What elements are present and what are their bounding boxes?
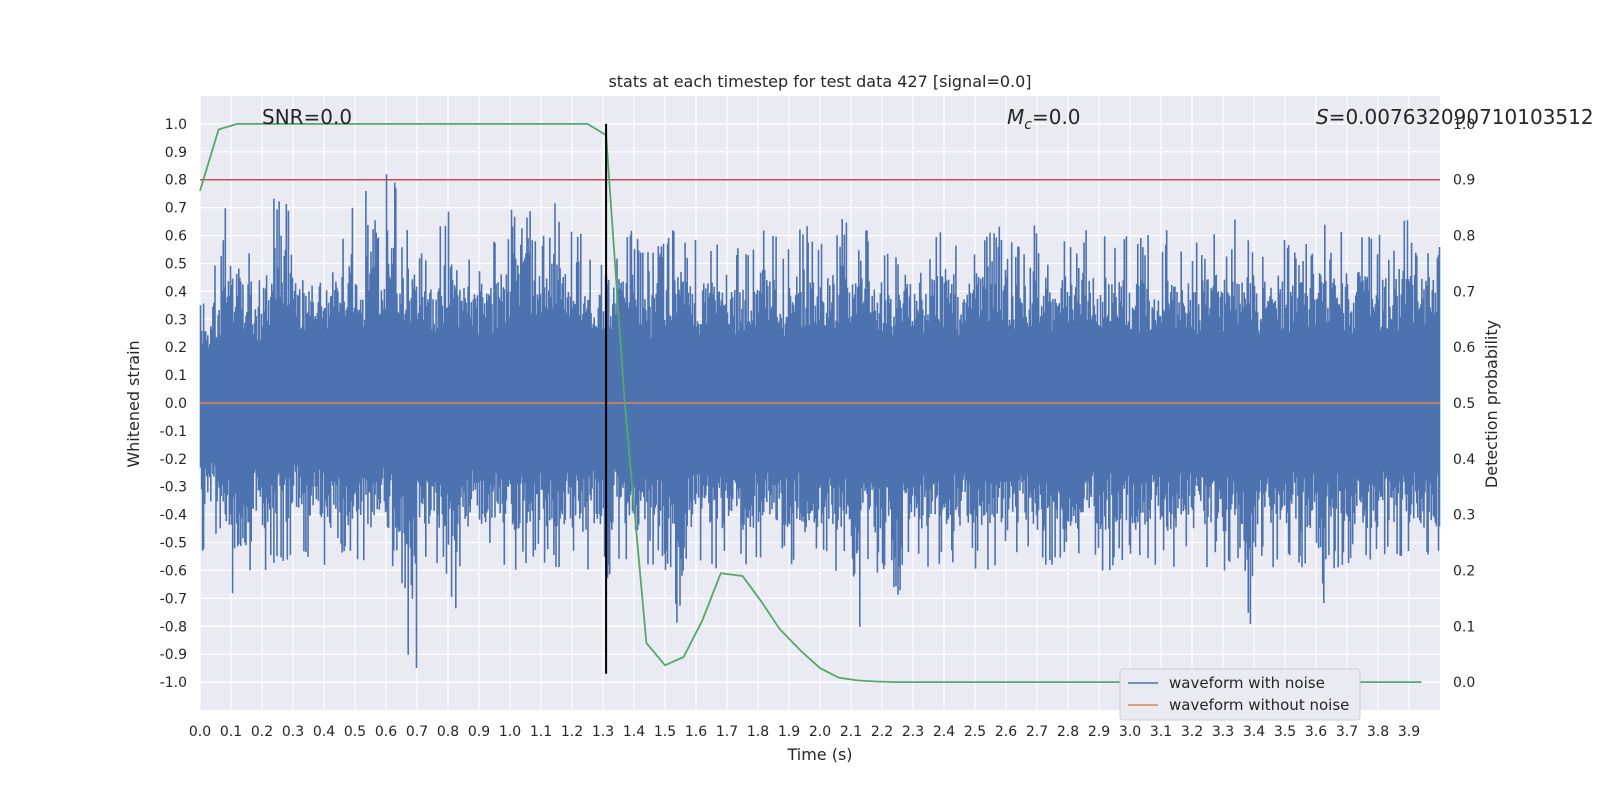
y-tick-labels: 1.0 0.9 0.8 0.7 0.6 0.5 0.4 0.3 0.2 0.1 0.0 -0.1 -0.… [160, 117, 187, 691]
y-right-tick-label: 0.7 [1453, 284, 1475, 300]
y-right-tick-label: 0.2 [1453, 563, 1475, 579]
x-tick-label: 0.7 [406, 724, 428, 740]
mc-annotation: Mc=0.0 [1007, 105, 1081, 133]
x-tick-label: 3.6 [1305, 724, 1327, 740]
x-tick-label: 2.1 [840, 724, 862, 740]
x-tick-label: 2.2 [871, 724, 893, 740]
x-tick-label: 3.0 [1119, 724, 1141, 740]
x-tick-label: 2.8 [1057, 724, 1079, 740]
y-right-tick-label: 0.1 [1453, 619, 1475, 635]
noise-series [199, 174, 1441, 668]
x-axis-label: Time (s) [786, 745, 852, 764]
mc-subscript: c [1024, 117, 1032, 133]
x-tick-label: 0.2 [251, 724, 273, 740]
y-tick-label: -0.4 [160, 508, 187, 524]
x-tick-label: 3.7 [1336, 724, 1358, 740]
chart-title: stats at each timestep for test data 427… [608, 72, 1031, 91]
y-tick-label: -0.1 [160, 424, 187, 440]
x-tick-label: 3.9 [1398, 724, 1420, 740]
y-tick-label: 0.8 [165, 173, 187, 189]
y-tick-label: -0.2 [160, 452, 187, 468]
x-tick-label: 0.0 [189, 724, 211, 740]
y-right-tick-label: 0.5 [1453, 396, 1475, 412]
x-tick-labels: 0.0 0.1 0.2 0.3 0.4 0.5 0.6 0.7 0.8 0.9 1.0 1.1 1.2 1… [189, 724, 1420, 740]
x-tick-label: 1.1 [530, 724, 552, 740]
detection-probability-line [199, 123, 1422, 683]
y-right-tick-label: 1.0 [1453, 117, 1475, 133]
y-tick-label: -0.9 [160, 647, 187, 663]
y-right-tick-label: 0.9 [1453, 173, 1475, 189]
y-tick-label: 0.4 [165, 284, 187, 300]
y-right-tick-label: 0.6 [1453, 340, 1475, 356]
mc-symbol: M [1007, 105, 1024, 129]
x-tick-label: 3.5 [1274, 724, 1296, 740]
y-right-tick-label: 0.8 [1453, 229, 1475, 245]
x-tick-label: 1.0 [499, 724, 521, 740]
x-tick-label: 3.3 [1212, 724, 1234, 740]
snr-annotation: SNR=0.0 [262, 105, 352, 129]
x-tick-label: 0.8 [437, 724, 459, 740]
y-tick-label: -0.7 [160, 591, 187, 607]
y-tick-label: 0.2 [165, 340, 187, 356]
y-tick-label: 0.6 [165, 229, 187, 245]
y-tick-label: 0.9 [165, 145, 187, 161]
x-tick-label: 2.9 [1088, 724, 1110, 740]
y-tick-label: -0.5 [160, 536, 187, 552]
legend-label-clean: waveform without noise [1169, 696, 1349, 714]
y-tick-label: 0.3 [165, 312, 187, 328]
x-tick-label: 1.7 [716, 724, 738, 740]
x-tick-label: 0.3 [282, 724, 304, 740]
legend-label-noise: waveform with noise [1169, 674, 1325, 692]
x-tick-label: 1.5 [654, 724, 676, 740]
x-tick-label: 1.9 [778, 724, 800, 740]
x-tick-label: 0.1 [220, 724, 242, 740]
y-tick-label: -0.6 [160, 563, 187, 579]
legend-box [1119, 668, 1361, 721]
x-tick-label: 3.2 [1181, 724, 1203, 740]
x-tick-label: 2.4 [933, 724, 955, 740]
x-tick-label: 0.4 [313, 724, 335, 740]
noise-core-band [200, 347, 1440, 454]
s-symbol: S [1316, 105, 1329, 129]
y-right-tick-label: 0.3 [1453, 508, 1475, 524]
y-right-tick-labels: 1.0 0.9 0.8 0.7 0.6 0.5 0.4 0.3 0.2 0.1 0.0 [1453, 117, 1475, 691]
y-tick-label: -0.8 [160, 619, 187, 635]
x-tick-label: 3.1 [1150, 724, 1172, 740]
y-right-axis-label: Detection probability [1482, 320, 1501, 488]
y-tick-label: 1.0 [165, 117, 187, 133]
x-tick-label: 1.3 [592, 724, 614, 740]
x-tick-label: 1.4 [623, 724, 645, 740]
x-tick-label: 2.5 [964, 724, 986, 740]
x-tick-label: 2.0 [809, 724, 831, 740]
x-tick-label: 3.8 [1367, 724, 1389, 740]
x-tick-label: 0.5 [344, 724, 366, 740]
x-tick-label: 2.7 [1026, 724, 1048, 740]
s-value: =0.0076320907101035​12 [1329, 105, 1594, 129]
x-tick-label: 2.3 [902, 724, 924, 740]
s-annotation: S=0.0076320907101035​12 [1316, 105, 1594, 129]
y-right-tick-label: 0.0 [1453, 675, 1475, 691]
y-right-tick-label: 0.4 [1453, 452, 1475, 468]
y-tick-label: -0.3 [160, 480, 187, 496]
legend: waveform with noise waveform without noi… [1119, 668, 1361, 721]
x-tick-label: 2.6 [995, 724, 1017, 740]
x-tick-label: 1.6 [685, 724, 707, 740]
x-tick-label: 0.6 [375, 724, 397, 740]
x-tick-label: 0.9 [468, 724, 490, 740]
x-tick-label: 1.8 [747, 724, 769, 740]
y-tick-label: -1.0 [160, 675, 187, 691]
x-tick-label: 3.4 [1243, 724, 1265, 740]
x-tick-label: 1.2 [561, 724, 583, 740]
mc-value: =0.0 [1032, 105, 1081, 129]
y-tick-label: 0.7 [165, 201, 187, 217]
y-tick-label: 0.5 [165, 256, 187, 272]
y-tick-label: 0.1 [165, 368, 187, 384]
y-tick-label: 0.0 [165, 396, 187, 412]
y-axis-label: Whitened strain [124, 340, 143, 467]
